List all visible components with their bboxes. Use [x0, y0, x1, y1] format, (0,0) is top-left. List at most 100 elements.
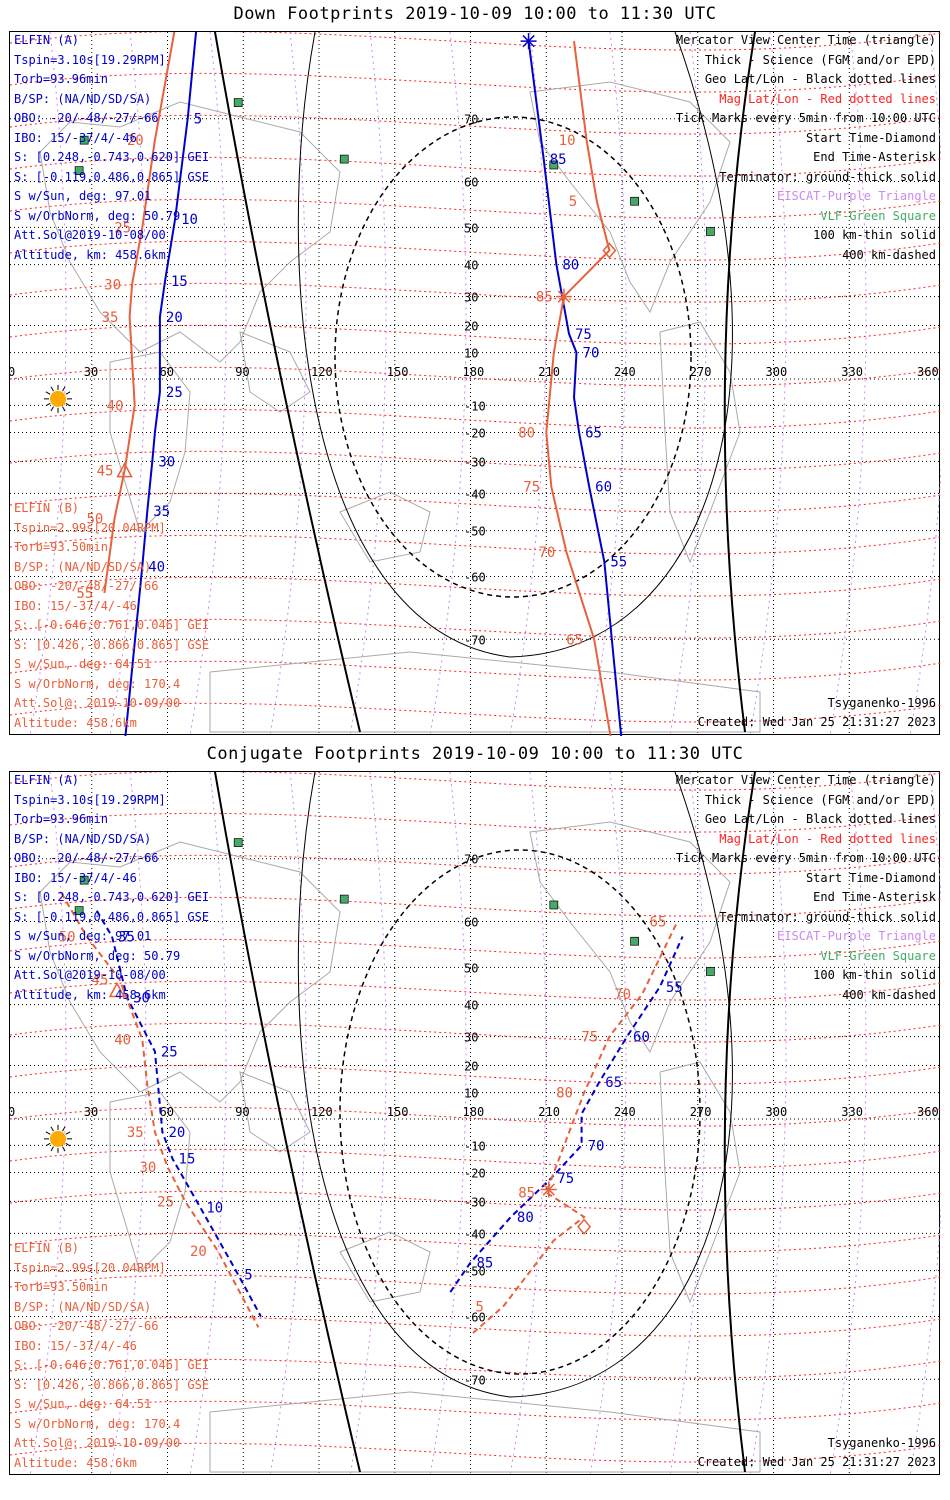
- info-line-1: Tspin=2.99s[20.04RPM]: [14, 1260, 166, 1275]
- sun-ray: [45, 1142, 51, 1147]
- lon-tick-label: 30: [84, 1105, 98, 1119]
- lat-tick-label: 10: [464, 347, 478, 361]
- lat-tick-label: 20: [464, 1060, 478, 1074]
- info-line-2: Torb=93.96min: [14, 72, 108, 86]
- info-line-1: Tspin=2.99s[20.04RPM]: [14, 520, 166, 535]
- sun-ray: [62, 1126, 66, 1132]
- legend-line-5: Start Time-Diamond: [805, 130, 936, 145]
- lon-tick-label: 180: [463, 1105, 485, 1119]
- continent-outline: [39, 101, 341, 363]
- mag-meridian-line: [509, 772, 547, 1476]
- mag-parallel-line: [10, 366, 941, 387]
- info-line-3: B/SP: (NA/ND/SD/SA): [14, 831, 152, 846]
- lon-tick-label: 210: [538, 1105, 560, 1119]
- elfin-b-tick-label: 45: [92, 972, 109, 988]
- elfin-b-tick-label: 75: [581, 1030, 598, 1046]
- vlf-site-marker: [233, 98, 243, 107]
- mag-parallel-line: [10, 1358, 941, 1379]
- info-line-11: Altitude: 458.6km: [14, 715, 137, 730]
- terminator-line: [214, 772, 361, 1473]
- elfin-a-tick-label: 25: [166, 385, 183, 401]
- sun-ray: [45, 391, 51, 395]
- elfin-b-track: [103, 32, 176, 594]
- lon-tick-label: 120: [311, 1105, 333, 1119]
- elfin-a-tick-label: 5: [244, 1268, 252, 1284]
- lat-tick-label: -40: [464, 1227, 486, 1241]
- lon-tick-label: 30: [84, 365, 98, 379]
- elfin-a-info: ELFIN (A) Tspin=3.10s[19.29RPM] Torb=93.96…: [14, 771, 209, 1005]
- sun-icon: [50, 390, 66, 407]
- elfin-a-tick-label: 35: [118, 929, 135, 945]
- vlf-site-marker: [549, 900, 559, 910]
- info-line-9: S w/OrbNorm, deg: 170.4: [14, 1416, 181, 1431]
- lon-tick-label: 210: [538, 365, 560, 379]
- info-line-11: Altitude, km: 458.6km: [14, 987, 166, 1002]
- elfin-b-tick-label: 30: [104, 277, 121, 293]
- lat-tick-label: -70: [464, 1373, 486, 1387]
- mag-parallel-line: [10, 660, 941, 681]
- info-line-0: ELFIN (B): [14, 501, 80, 515]
- legend-line-10: 100 km-thin solid: [813, 228, 936, 242]
- panel-title: Down Footprints 2019-10-09 10:00 to 11:3…: [233, 4, 717, 24]
- mag-parallel-line: [10, 1064, 941, 1085]
- legend-line-6: End Time-Asterisk: [813, 890, 936, 904]
- continent-outline: [659, 321, 741, 564]
- mag-parallel-line: [10, 1190, 941, 1211]
- elfin-a-track: [449, 936, 684, 1293]
- info-line-10: Att.Sol@: 2019-10-09/00: [14, 696, 181, 710]
- mag-parallel-line: [10, 534, 941, 555]
- elfin-a-tick-label: 80: [562, 258, 579, 274]
- info-line-6: S: [-0.646,0.761,0.046] GEI: [14, 618, 210, 632]
- model-label: Tsyganenko-1996: [827, 696, 936, 710]
- elfin-a-tick-label: 30: [158, 454, 175, 470]
- model-label: Tsyganenko-1996: [827, 1436, 936, 1450]
- terminator-line: [214, 32, 361, 733]
- lon-tick-label: 90: [235, 365, 249, 379]
- down-footprints-panel: Down Footprints 2019-10-09 10:00 to 11:3…: [9, 4, 941, 736]
- lat-tick-label: 30: [464, 291, 478, 305]
- elfin-b-track: [472, 921, 679, 1334]
- end-asterisk-marker: [522, 34, 535, 48]
- lat-tick-label: -70: [464, 633, 486, 647]
- elfin-a-tick-label: 60: [595, 480, 612, 496]
- info-line-9: S w/OrbNorm, deg: 170.4: [14, 676, 181, 691]
- info-line-4: OBO: -20/-48/-27/-66: [14, 1319, 159, 1333]
- lon-tick-label: 180: [463, 365, 485, 379]
- info-line-5: IBO: 15/-37/4/-46: [14, 1338, 137, 1353]
- lat-tick-label: 20: [464, 320, 478, 334]
- sun-ray: [50, 1146, 54, 1152]
- lat-tick-label: -10: [464, 1139, 486, 1153]
- elfin-b-tick-label: 35: [102, 310, 119, 326]
- legend-line-3: Mag Lat/Lon - Red dotted lines: [719, 831, 936, 846]
- elfin-b-tick-label: 80: [518, 425, 535, 441]
- vlf-site-marker: [74, 166, 84, 176]
- lon-tick-label: 150: [387, 365, 409, 379]
- center-triangle-marker: [108, 981, 126, 998]
- lat-tick-label: -50: [464, 525, 486, 539]
- info-line-11: Altitude, km: 458.6km: [14, 247, 166, 262]
- legend-line-8: EISCAT-Purple Triangle: [777, 189, 936, 203]
- lat-tick-label: -50: [464, 1265, 486, 1279]
- sun-ray: [45, 402, 51, 407]
- lat-tick-label: -10: [464, 399, 486, 413]
- sun-ray: [50, 406, 54, 412]
- lon-tick-label: 120: [311, 365, 333, 379]
- lat-tick-label: 30: [464, 1031, 478, 1045]
- sun-ray: [65, 402, 71, 407]
- mag-parallel-line: [10, 408, 941, 429]
- lon-tick-label: 360: [917, 365, 939, 379]
- terminator-line: [723, 772, 756, 1473]
- mag-parallel-line: [10, 812, 941, 833]
- lat-tick-label: 70: [464, 113, 478, 127]
- continent-outline: [209, 1391, 761, 1473]
- info-line-5: IBO: 15/-37/4/-46: [14, 598, 137, 613]
- continent-outline: [39, 841, 341, 1103]
- elfin-a-tick-label: 5: [194, 112, 202, 128]
- elfin-a-tick-label: 85: [550, 152, 567, 168]
- elfin-b-tick-label: 50: [59, 929, 76, 945]
- vlf-site-marker: [630, 196, 639, 206]
- elfin-a-tick-label: 85: [477, 1256, 494, 1272]
- continent-outline: [529, 821, 731, 1054]
- mag-parallel-line: [10, 282, 941, 303]
- continent-outline: [529, 81, 731, 314]
